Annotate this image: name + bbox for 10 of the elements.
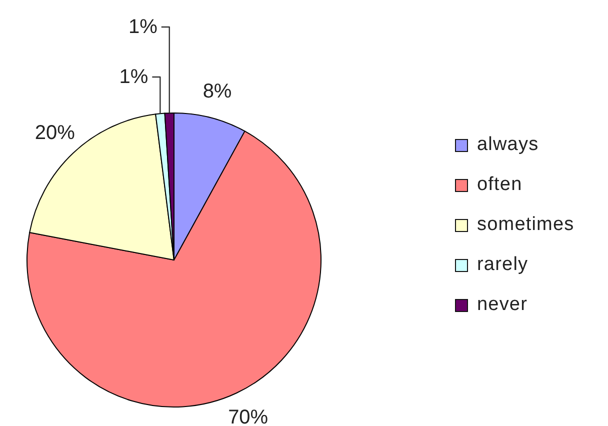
legend-label: rarely <box>477 254 528 276</box>
data-label: 1% <box>128 16 158 38</box>
legend-label: never <box>477 294 528 316</box>
legend-label: sometimes <box>477 214 574 236</box>
data-label: 8% <box>202 80 232 102</box>
data-label: 1% <box>119 66 148 88</box>
legend-label: often <box>477 174 522 196</box>
legend-label: always <box>477 134 539 156</box>
data-label: 20% <box>34 122 76 144</box>
data-label: 70% <box>228 406 268 426</box>
